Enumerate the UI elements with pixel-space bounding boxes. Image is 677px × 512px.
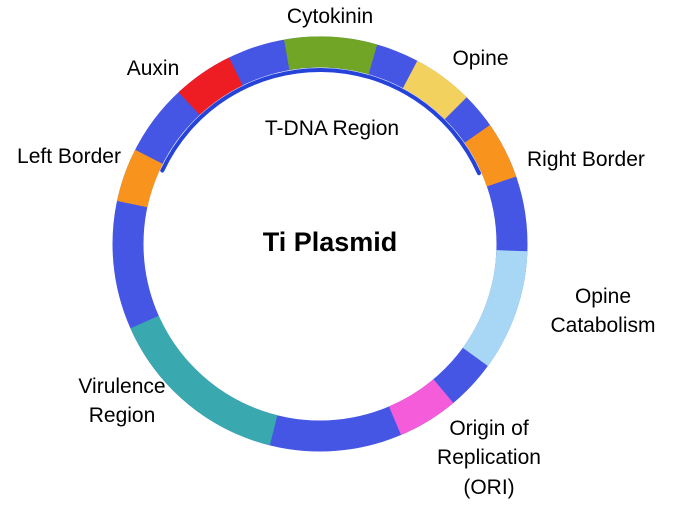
ori-segment: [388, 378, 454, 435]
right-border-label: Right Border: [527, 148, 645, 171]
auxin-label: Auxin: [126, 57, 180, 80]
plasmid-title: Ti Plasmid: [262, 227, 398, 257]
cytokinin-label: Cytokinin: [286, 5, 374, 28]
origin-of-replication-label: Origin of Replication (ORI): [437, 417, 541, 499]
right-border-segment: [464, 125, 517, 187]
left-border-segment: [117, 149, 163, 208]
auxin-segment: [178, 57, 243, 116]
virulence-region-label: Virulence Region: [78, 375, 166, 428]
opine-catabolism-label: Opine Catabolism: [550, 285, 656, 338]
virulence-region-segment: [130, 315, 278, 446]
cytokinin-segment: [284, 36, 378, 75]
tdna-region-arc: [160, 67, 481, 176]
tdna-region-label: T-DNA Region: [264, 117, 400, 140]
opine-catabolism-segment: [462, 249, 528, 367]
left-border-label: Left Border: [17, 145, 121, 168]
opine-label: Opine: [452, 47, 509, 70]
opine-segment: [402, 60, 467, 120]
